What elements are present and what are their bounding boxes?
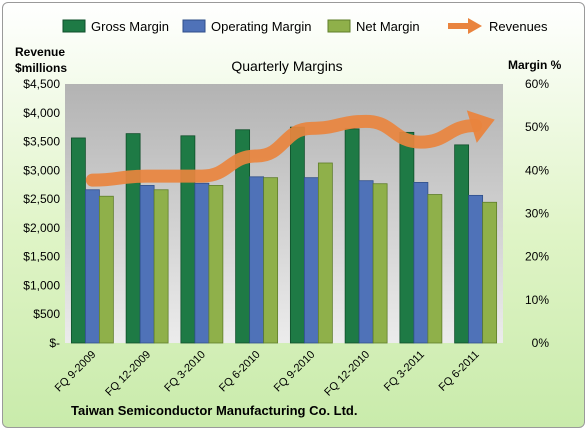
bar-operating-margin (303, 177, 319, 344)
bar-gross-margin (399, 131, 415, 344)
y-left-tick-label: $500 (33, 307, 60, 321)
y-right-tick-label: 60% (525, 77, 549, 91)
y-right-tick-label: 20% (525, 250, 549, 264)
legend: Gross Margin Operating Margin Net Margin… (62, 18, 548, 34)
y-right-tick-label: 0% (532, 336, 550, 350)
bar-operating-margin (413, 182, 429, 344)
bar-operating-margin (194, 182, 210, 344)
bars (70, 126, 498, 344)
y-left-tick-label: $4,000 (23, 106, 60, 120)
y-right-tick-label: 50% (525, 120, 549, 134)
bar-net-margin (208, 185, 224, 344)
bar-gross-margin (289, 126, 305, 344)
x-tick-label: FQ 3-2011 (382, 349, 427, 394)
legend-swatch-gross-margin (62, 19, 86, 33)
bar-net-margin (482, 201, 498, 344)
legend-label-revenues: Revenues (489, 19, 548, 34)
y-left-label-line1: Revenue (15, 45, 65, 59)
revenue-line-arrowhead (466, 110, 495, 143)
y-left-ticks: $- $500 $1,000 $1,500 $2,000 $2,500 $3,000 $3,5… (23, 77, 60, 350)
x-tick-label: FQ 12-2010 (322, 349, 372, 399)
y-left-label-line2: $millions (15, 61, 67, 75)
bar-net-margin (153, 189, 169, 344)
bar-operating-margin (84, 189, 100, 344)
y-right-tick-label: 30% (525, 207, 549, 221)
bar-operating-margin (358, 180, 374, 344)
bar-gross-margin (454, 144, 470, 344)
bar-net-margin (372, 183, 388, 344)
y-left-tick-label: $3,000 (23, 163, 60, 177)
x-tick-label: FQ 12-2009 (103, 349, 153, 399)
y-left-tick-label: $3,500 (23, 135, 60, 149)
y-right-tick-label: 10% (525, 293, 549, 307)
legend-label-operating-margin: Operating Margin (211, 19, 311, 34)
bar-gross-margin (125, 133, 141, 344)
bar-gross-margin (344, 128, 360, 344)
y-right-ticks: 0% 10% 20% 30% 40% 50% 60% (525, 77, 549, 350)
y-left-tick-label: $2,000 (23, 221, 60, 235)
bar-gross-margin (180, 135, 196, 344)
bar-net-margin (317, 162, 333, 344)
x-tick-label: FQ 3-2010 (162, 349, 208, 395)
bar-net-margin (427, 194, 443, 344)
x-tick-label: FQ 6-2010 (217, 349, 263, 395)
y-left-tick-label: $2,500 (23, 192, 60, 206)
bar-net-margin (98, 195, 114, 344)
x-tick-label: FQ 9-2009 (53, 349, 99, 395)
bar-gross-margin (70, 137, 86, 344)
legend-swatch-operating-margin (182, 19, 206, 33)
bar-operating-margin (139, 185, 155, 344)
bar-operating-margin (468, 194, 484, 344)
y-right-label: Margin % (508, 58, 562, 72)
revenue-line (85, 114, 483, 187)
x-ticks: FQ 9-2009 FQ 12-2009 FQ 3-2010 FQ 6-2010 FQ … (53, 349, 482, 399)
bar-net-margin (263, 177, 279, 344)
y-left-tick-label: $- (49, 336, 60, 350)
bar-operating-margin (249, 176, 265, 344)
y-right-tick-label: 40% (525, 163, 549, 177)
chart-svg: Gross Margin Operating Margin Net Margin… (15, 18, 562, 418)
legend-arrow-revenues (468, 18, 482, 34)
legend-label-net-margin: Net Margin (356, 19, 420, 34)
x-tick-label: FQ 6-2011 (437, 349, 482, 394)
y-left-tick-label: $4,500 (23, 77, 60, 91)
y-left-tick-label: $1,000 (23, 278, 60, 292)
legend-swatch-net-margin (327, 19, 351, 33)
y-left-tick-label: $1,500 (23, 250, 60, 264)
x-tick-label: FQ 9-2010 (272, 349, 318, 395)
revenue-line-group (85, 110, 495, 187)
chart-title: Quarterly Margins (231, 58, 342, 74)
footer-company-name: Taiwan Semiconductor Manufacturing Co. L… (71, 403, 358, 418)
legend-label-gross-margin: Gross Margin (91, 19, 169, 34)
